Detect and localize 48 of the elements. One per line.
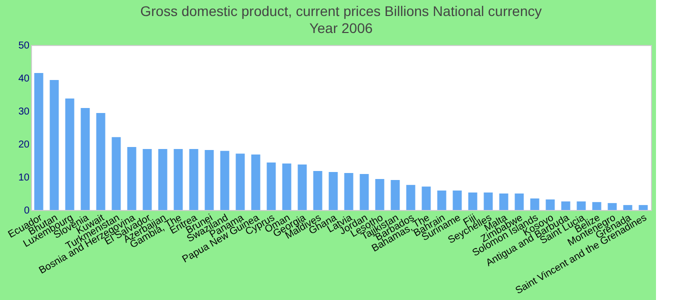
bar (576, 201, 586, 210)
bar (608, 203, 617, 210)
bar (592, 202, 602, 210)
bar (266, 162, 276, 210)
bar (468, 192, 478, 210)
bar (530, 198, 540, 210)
bar (80, 108, 90, 210)
bar (204, 150, 214, 210)
y-tick-label: 20 (18, 140, 30, 150)
bar (251, 154, 260, 210)
bar (282, 163, 292, 210)
bar (220, 150, 230, 210)
bar (422, 186, 431, 210)
y-tick-label: 0 (24, 206, 30, 216)
chart-subtitle: Year 2006 (309, 20, 373, 36)
bar (112, 137, 121, 210)
bar (158, 148, 168, 210)
bar (127, 146, 136, 210)
bar (452, 190, 462, 210)
y-tick-label: 10 (18, 172, 30, 184)
bar (344, 173, 354, 210)
bar (96, 112, 106, 210)
y-tick-label: 40 (18, 74, 30, 84)
bar (484, 192, 493, 210)
chart-title: Gross domestic product, current prices Billions National currency (140, 3, 542, 19)
bar (236, 154, 245, 210)
bar (142, 148, 152, 210)
bar (623, 205, 632, 210)
y-tick-label: 50 (18, 40, 30, 52)
bar (360, 174, 369, 210)
bar (298, 164, 307, 210)
bar (328, 172, 338, 210)
bar (313, 171, 322, 210)
bar (561, 201, 570, 210)
bar (65, 98, 74, 210)
y-tick-label: 30 (18, 106, 30, 118)
bar (174, 148, 183, 210)
bar (50, 80, 59, 210)
bar (406, 184, 416, 210)
bar (499, 194, 508, 210)
bar (375, 178, 384, 210)
bar (34, 73, 44, 210)
bar (437, 190, 446, 210)
bar (514, 194, 524, 210)
bar (638, 205, 648, 210)
bar (390, 180, 400, 210)
bar (189, 148, 198, 210)
bar (546, 199, 555, 210)
